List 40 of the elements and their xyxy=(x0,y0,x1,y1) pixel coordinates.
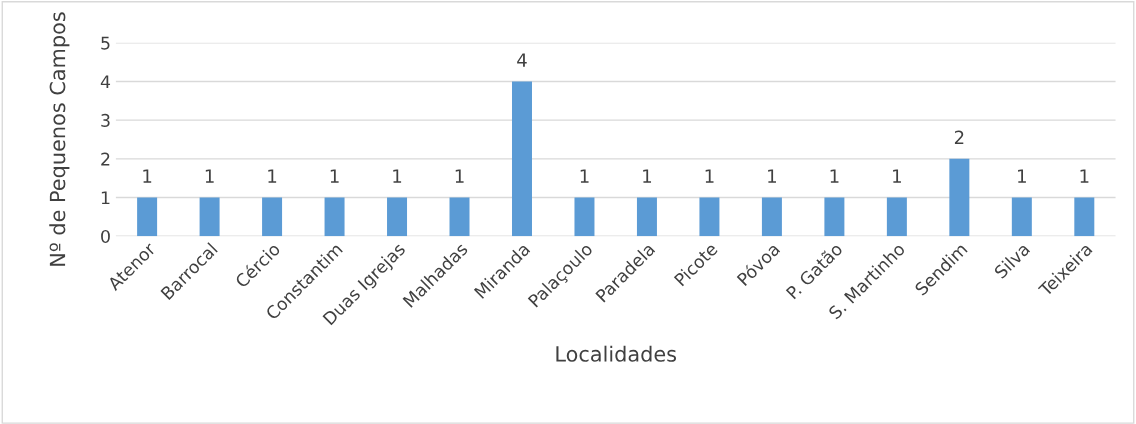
y-tick-label: 3 xyxy=(101,113,110,127)
bar xyxy=(574,197,595,237)
bar xyxy=(699,197,720,237)
bar xyxy=(761,197,782,237)
bar xyxy=(1011,197,1032,237)
data-label: 1 xyxy=(643,169,652,183)
data-label: 2 xyxy=(954,130,964,144)
bar xyxy=(387,197,408,237)
y-tick-label: 2 xyxy=(101,152,110,166)
data-label: 1 xyxy=(268,169,277,183)
bar xyxy=(262,197,283,237)
data-label: 1 xyxy=(893,169,901,183)
data-label: 1 xyxy=(1080,169,1089,183)
bar xyxy=(199,197,220,237)
y-tick-label: 4 xyxy=(100,75,111,89)
x-axis-title: Localidades xyxy=(556,345,677,362)
data-label: 1 xyxy=(455,169,464,183)
bar xyxy=(886,197,907,237)
bar xyxy=(512,81,532,237)
bar xyxy=(1074,197,1095,237)
y-axis-title: Nº de Pequenos Campos xyxy=(49,12,70,266)
data-label: 1 xyxy=(143,169,152,183)
data-label: 4 xyxy=(517,53,527,67)
y-tick-label: 5 xyxy=(101,36,110,50)
y-tick-label: 0 xyxy=(101,229,110,244)
y-tick-label: 1 xyxy=(101,191,110,205)
bar xyxy=(137,197,158,237)
bar xyxy=(824,197,845,237)
data-label: 1 xyxy=(830,169,839,183)
data-label: 1 xyxy=(768,169,776,183)
data-label: 1 xyxy=(705,169,714,183)
data-label: 1 xyxy=(330,169,339,183)
data-label: 1 xyxy=(205,169,214,183)
bar xyxy=(449,197,470,237)
bar xyxy=(324,197,345,237)
bar xyxy=(949,158,970,237)
data-label: 1 xyxy=(393,169,402,183)
data-label: 1 xyxy=(580,169,589,183)
data-label: 1 xyxy=(1018,169,1026,183)
bar xyxy=(636,197,657,237)
